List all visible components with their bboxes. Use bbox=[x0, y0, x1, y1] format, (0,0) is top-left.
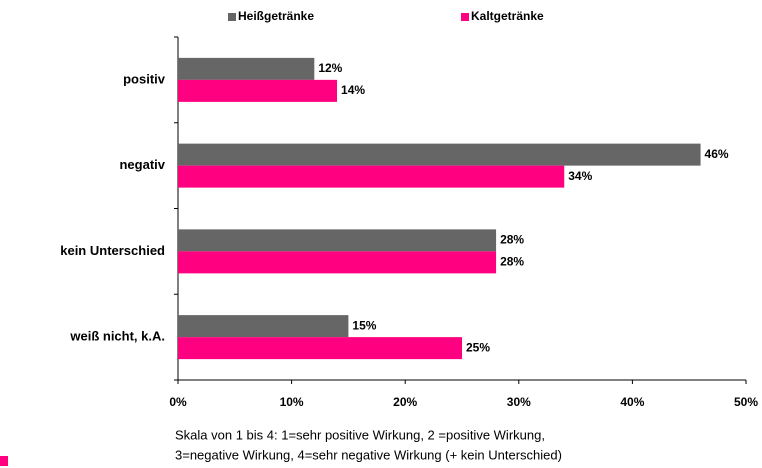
x-tick-label: 20% bbox=[393, 395, 417, 409]
bar bbox=[178, 337, 462, 360]
bar bbox=[178, 165, 565, 188]
value-label: 14% bbox=[341, 83, 365, 97]
legend-label: Kaltgetränke bbox=[471, 9, 544, 23]
category-label: positiv bbox=[123, 71, 166, 86]
x-tick-label: 50% bbox=[734, 395, 758, 409]
x-tick-label: 40% bbox=[620, 395, 644, 409]
bar bbox=[178, 143, 701, 166]
value-label: 28% bbox=[500, 255, 524, 269]
x-tick-label: 0% bbox=[169, 395, 187, 409]
category-label: kein Unterschied bbox=[60, 243, 165, 258]
value-label: 12% bbox=[318, 61, 342, 75]
category-label: weiß nicht, k.A. bbox=[69, 329, 165, 344]
bar bbox=[178, 79, 338, 102]
footnote: Skala von 1 bis 4: 1=sehr positive Wirku… bbox=[175, 427, 545, 442]
bar bbox=[178, 229, 497, 252]
category-label: negativ bbox=[119, 157, 165, 172]
legend-label: Heißgetränke bbox=[238, 9, 314, 23]
bar bbox=[178, 251, 497, 274]
value-label: 28% bbox=[500, 233, 524, 247]
bar bbox=[178, 315, 349, 338]
footnote: 3=negative Wirkung, 4=sehr negative Wirk… bbox=[175, 447, 562, 462]
logo bbox=[0, 456, 8, 466]
value-label: 25% bbox=[466, 340, 490, 354]
value-label: 46% bbox=[705, 147, 729, 161]
legend-swatch bbox=[461, 13, 469, 21]
x-tick-label: 30% bbox=[507, 395, 531, 409]
bar bbox=[178, 57, 315, 80]
legend-swatch bbox=[228, 13, 236, 21]
x-tick-label: 10% bbox=[280, 395, 304, 409]
value-label: 15% bbox=[352, 318, 376, 332]
value-label: 34% bbox=[568, 169, 592, 183]
